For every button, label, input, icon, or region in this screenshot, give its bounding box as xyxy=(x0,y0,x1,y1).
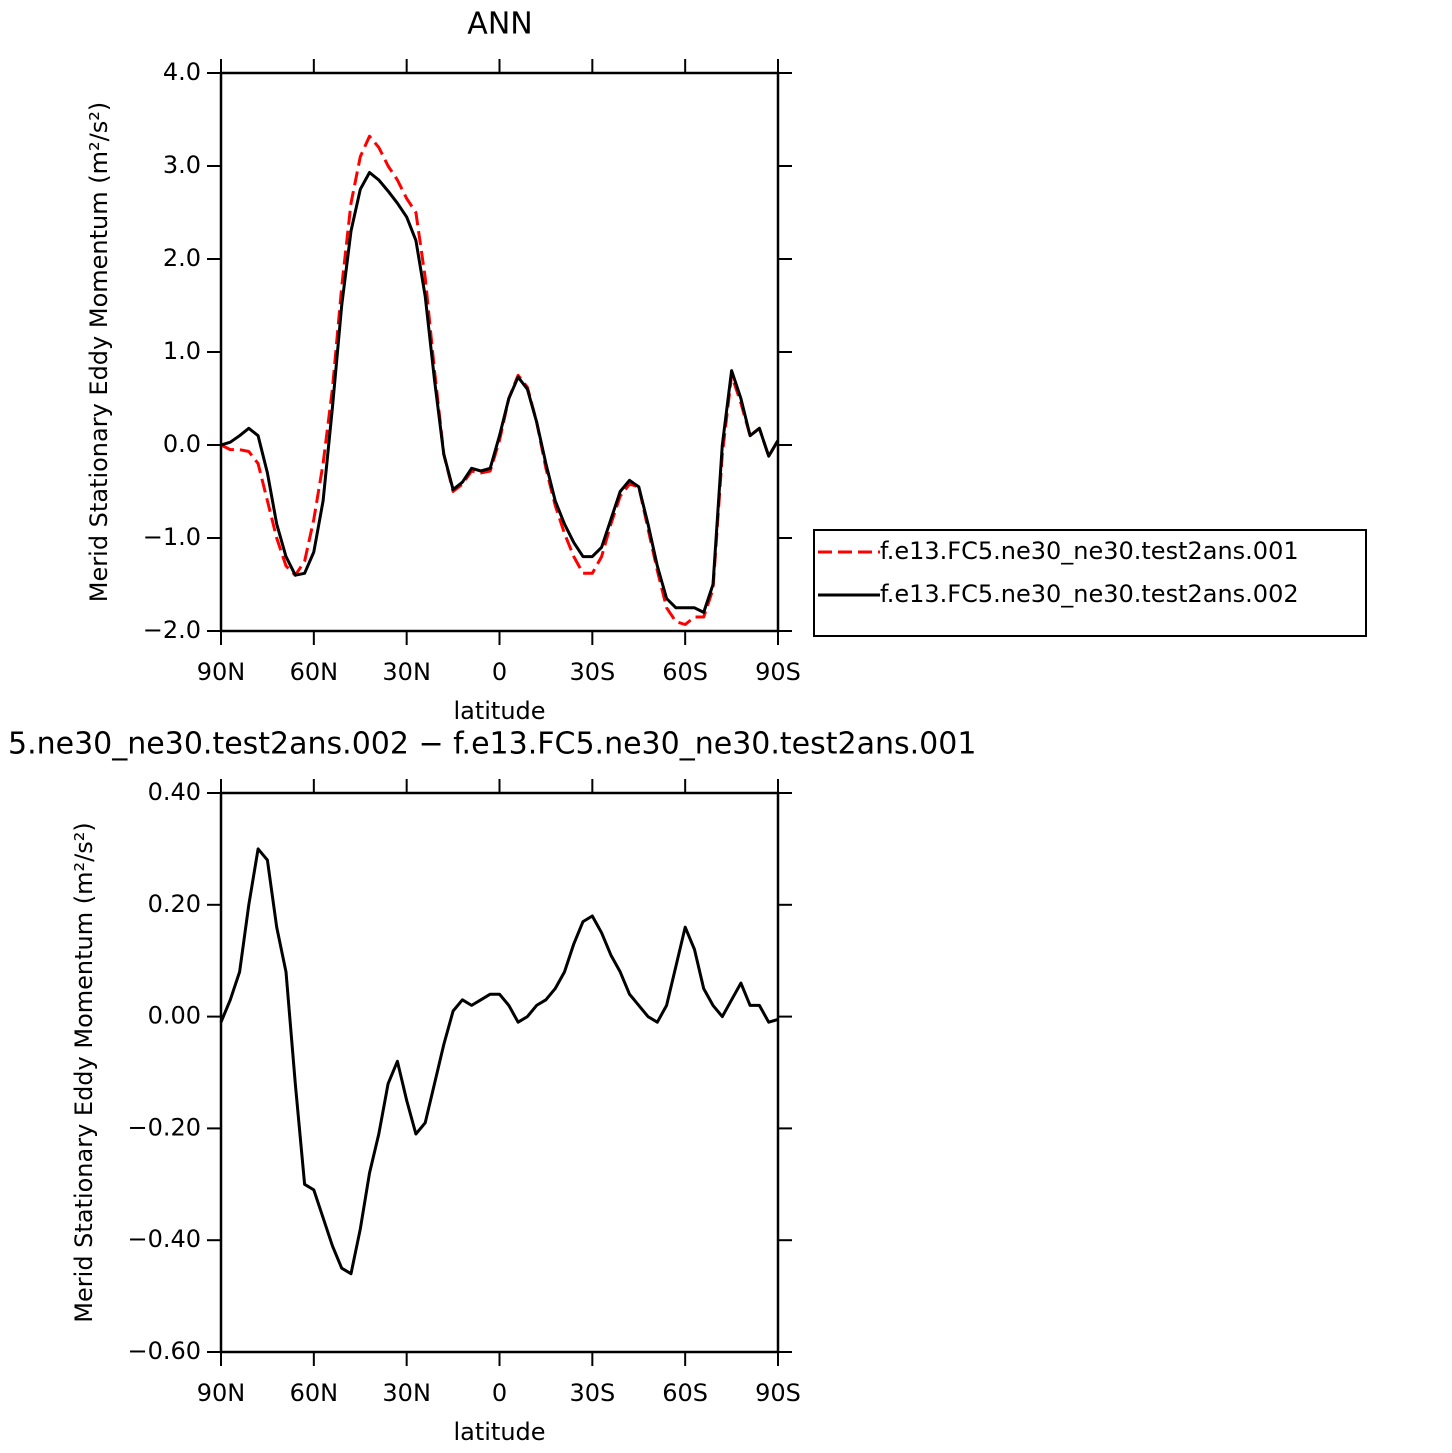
y-tick-label: −1.0 xyxy=(143,523,201,551)
x-tick-label: 90S xyxy=(755,658,801,686)
x-tick-label: 60N xyxy=(290,1379,339,1407)
legend-label: f.e13.FC5.ne30_ne30.test2ans.002 xyxy=(880,580,1299,608)
plot-frame xyxy=(219,71,780,633)
x-tick-label: 30N xyxy=(382,658,431,686)
x-tick-label: 60N xyxy=(290,658,339,686)
plot-frame xyxy=(219,791,780,1354)
x-tick-label: 30S xyxy=(569,658,615,686)
x-axis-label: latitude xyxy=(453,697,545,725)
x-tick-label: 60S xyxy=(662,1379,708,1407)
chart-title: 5.ne30_ne30.test2ans.002 − f.e13.FC5.ne3… xyxy=(8,727,976,762)
y-tick-label: 3.0 xyxy=(163,151,201,179)
y-tick-label: 0.0 xyxy=(163,430,201,458)
x-tick-label: 0 xyxy=(492,658,507,686)
y-tick-label: 0.20 xyxy=(148,890,201,918)
y-axis-label: Merid Stationary Eddy Momentum (m²/s²) xyxy=(70,822,98,1322)
data-line xyxy=(219,847,779,1276)
x-tick-label: 0 xyxy=(492,1379,507,1407)
x-tick-label: 90S xyxy=(755,1379,801,1407)
chart-title: ANN xyxy=(467,7,532,42)
x-axis-label: latitude xyxy=(453,1418,545,1446)
y-tick-label: −0.40 xyxy=(127,1225,201,1253)
y-tick-label: 0.00 xyxy=(148,1002,201,1030)
y-axis-label: Merid Stationary Eddy Momentum (m²/s²) xyxy=(85,102,113,602)
legend-box xyxy=(813,529,1367,637)
x-tick-label: 90N xyxy=(197,1379,246,1407)
x-tick-label: 30N xyxy=(382,1379,431,1407)
x-tick-label: 60S xyxy=(662,658,708,686)
y-tick-label: 4.0 xyxy=(163,58,201,86)
legend-label: f.e13.FC5.ne30_ne30.test2ans.001 xyxy=(880,537,1299,565)
x-tick-label: 30S xyxy=(569,1379,615,1407)
y-tick-label: −0.60 xyxy=(127,1337,201,1365)
y-tick-label: −2.0 xyxy=(143,616,201,644)
x-tick-label: 90N xyxy=(197,658,246,686)
y-tick-label: 0.40 xyxy=(148,778,201,806)
y-tick-label: −0.20 xyxy=(127,1113,201,1141)
y-tick-label: 1.0 xyxy=(163,337,201,365)
y-tick-label: 2.0 xyxy=(163,244,201,272)
data-line xyxy=(220,171,780,614)
